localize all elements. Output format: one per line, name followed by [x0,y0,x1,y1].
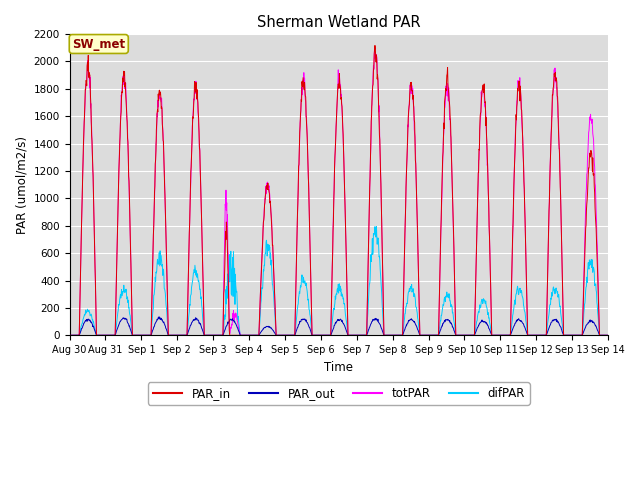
PAR_in [66,333,74,338]
difPAR [172,333,180,338]
PAR_out [493,333,501,338]
totPAR [493,333,501,338]
difPAR [493,333,501,338]
PAR_in [186,230,193,236]
Line: difPAR: difPAR [70,227,608,336]
totPAR [541,333,548,338]
PAR_in [371,43,379,48]
difPAR [372,224,380,229]
PAR_out [541,333,548,338]
Line: totPAR: totPAR [70,47,608,336]
difPAR [246,333,253,338]
totPAR [371,44,378,50]
difPAR [423,333,431,338]
PAR_out [246,333,254,338]
PAR_out [173,333,180,338]
PAR_in [246,333,253,338]
PAR_in [604,333,612,338]
Text: SW_met: SW_met [72,37,125,50]
PAR_out [66,333,74,338]
totPAR [246,333,253,338]
difPAR [186,309,193,314]
totPAR [66,333,74,338]
totPAR [423,333,431,338]
PAR_out [186,325,193,331]
Line: PAR_in: PAR_in [70,46,608,336]
totPAR [604,333,612,338]
difPAR [66,333,74,338]
difPAR [604,333,612,338]
X-axis label: Time: Time [324,360,353,373]
totPAR [172,333,180,338]
Legend: PAR_in, PAR_out, totPAR, difPAR: PAR_in, PAR_out, totPAR, difPAR [148,382,529,405]
Line: PAR_out: PAR_out [70,317,608,336]
PAR_in [493,333,501,338]
PAR_in [423,333,431,338]
PAR_in [172,333,180,338]
PAR_out [423,333,431,338]
PAR_in [541,333,548,338]
PAR_out [155,314,163,320]
totPAR [186,233,193,239]
Y-axis label: PAR (umol/m2/s): PAR (umol/m2/s) [15,136,28,234]
PAR_out [604,333,612,338]
Title: Sherman Wetland PAR: Sherman Wetland PAR [257,15,420,30]
difPAR [541,333,548,338]
